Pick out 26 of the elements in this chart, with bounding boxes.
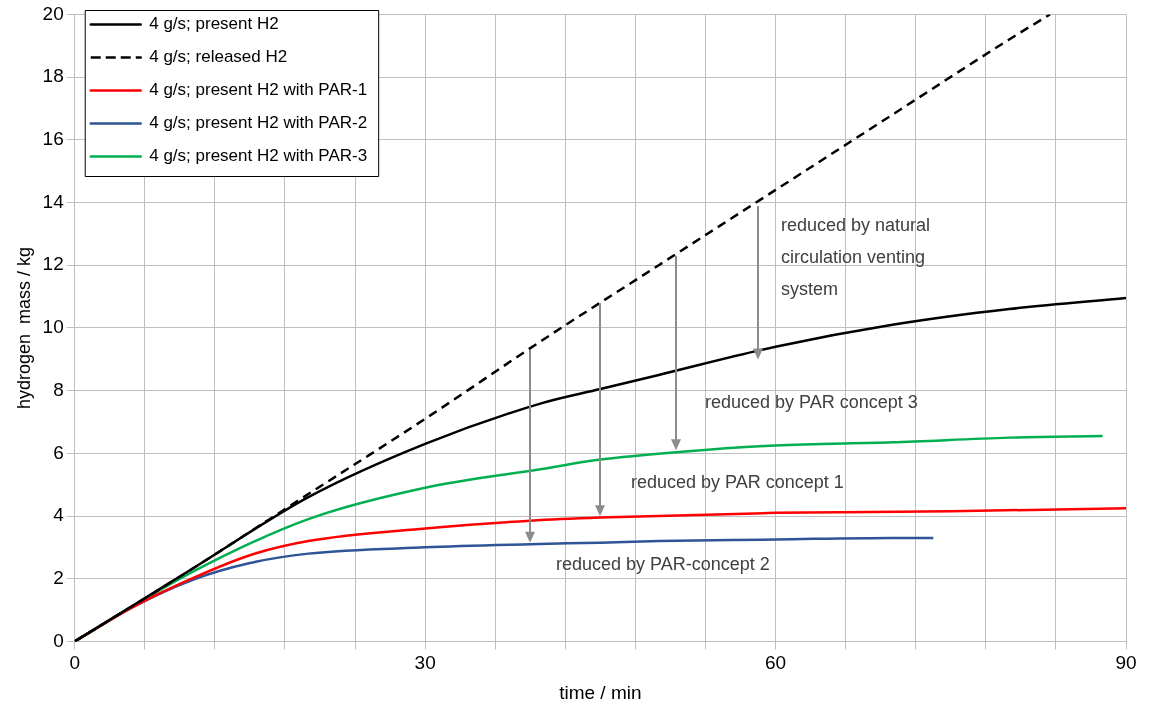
y-tick-label: 0 <box>53 629 64 651</box>
y-axis-title: hydrogen mass / kg <box>13 246 34 409</box>
annotation: reduced by PAR concept 1 <box>631 471 844 492</box>
legend-label: 4 g/s; released H2 <box>149 47 288 67</box>
legend-label: 4 g/s; present H2 with PAR-2 <box>149 113 368 133</box>
y-tick-label: 2 <box>53 566 64 588</box>
x-axis-title: time / min <box>559 681 642 703</box>
legend-label: 4 g/s; present H2 with PAR-1 <box>149 80 368 100</box>
x-tick-label: 90 <box>1115 652 1137 674</box>
x-tick-label: 0 <box>69 652 81 674</box>
annotation: reduced by natural circulation venting system <box>781 214 931 299</box>
y-tick-label: 6 <box>53 441 64 463</box>
y-tick-label: 16 <box>42 128 64 150</box>
y-tick-label: 20 <box>42 2 64 24</box>
annotation: reduced by PAR-concept 2 <box>556 553 770 574</box>
y-tick-label: 12 <box>42 253 64 275</box>
y-tick-label: 18 <box>42 65 64 87</box>
y-tick-label: 4 <box>53 504 65 526</box>
legend-label: 4 g/s; present H2 <box>149 14 279 34</box>
y-tick-label: 10 <box>42 316 64 338</box>
x-tick-label: 60 <box>765 652 787 674</box>
y-tick-label: 14 <box>42 190 65 212</box>
y-tick-label: 8 <box>53 378 64 400</box>
legend-label: 4 g/s; present H2 with PAR-3 <box>149 146 368 166</box>
annotation: reduced by PAR concept 3 <box>705 391 918 412</box>
x-tick-label: 30 <box>414 652 436 674</box>
